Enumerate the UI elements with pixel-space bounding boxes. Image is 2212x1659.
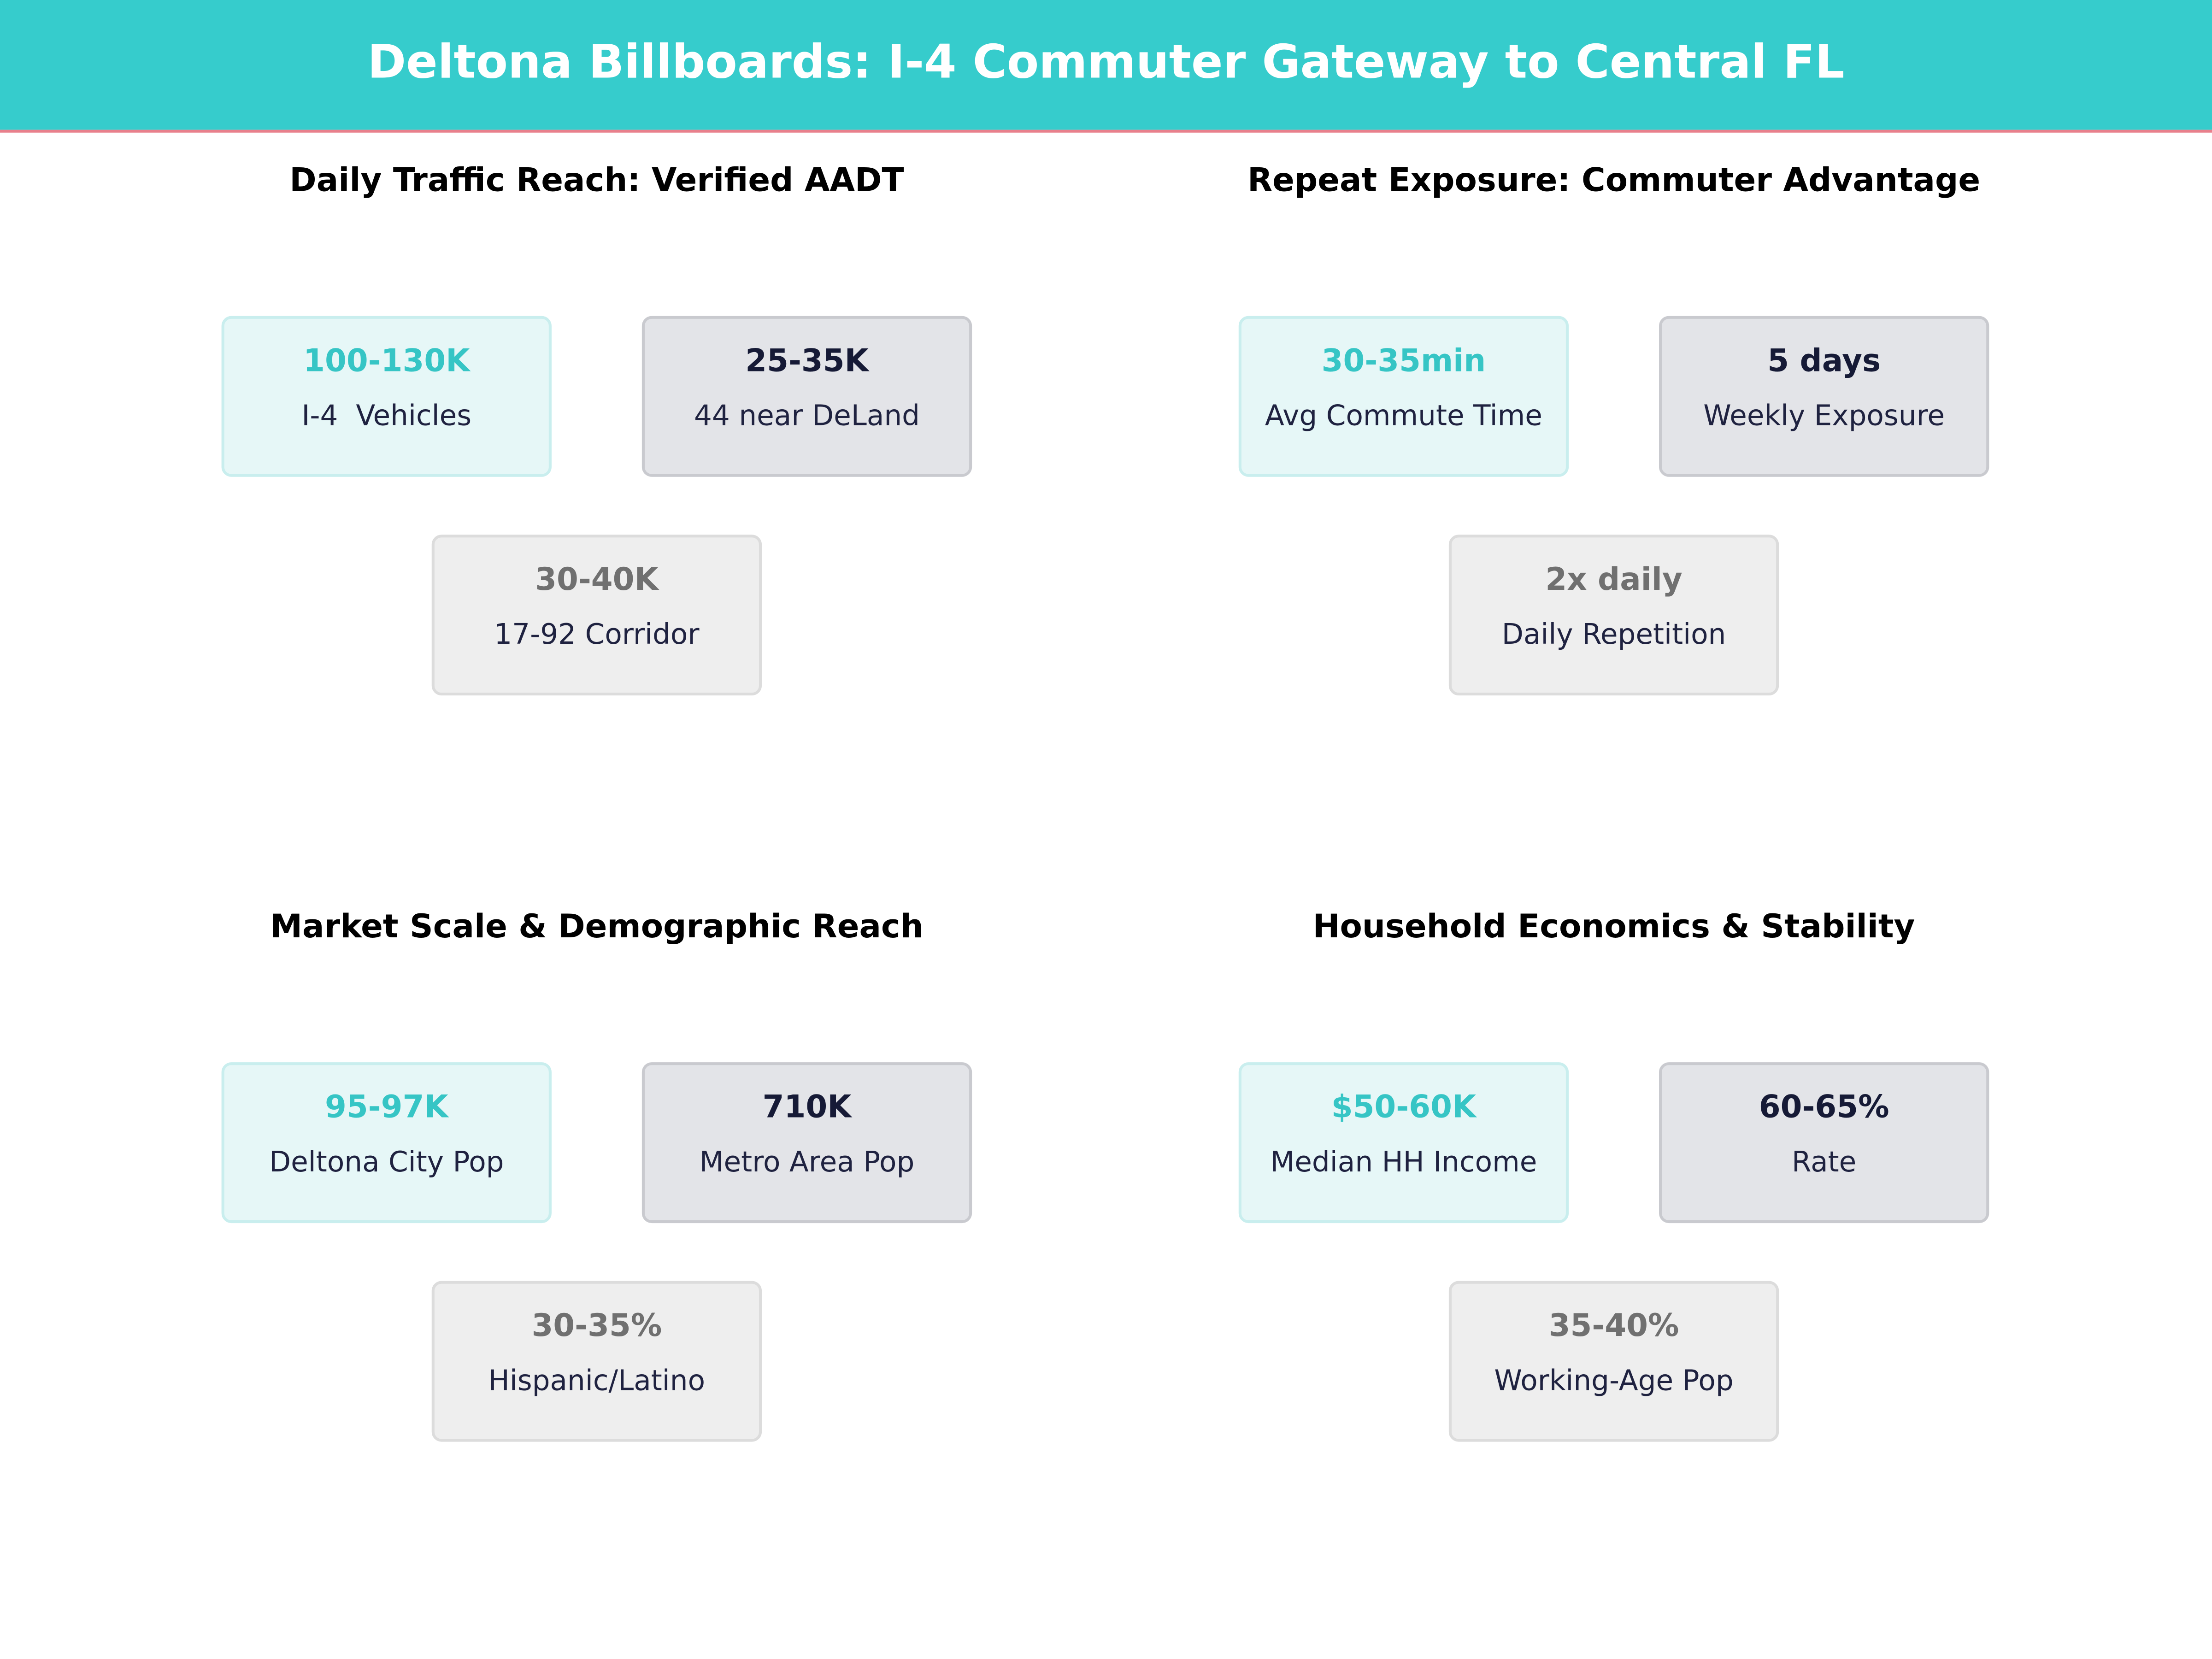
stat-card [641,316,972,477]
stat-card [1659,316,1989,477]
panel-title: Repeat Exposure: Commuter Advantage [1247,161,1980,199]
stat-value: 95-97K [325,1088,449,1125]
stat-card [431,1281,762,1442]
stat-label: Daily Repetition [1502,618,1726,651]
stat-card [221,1062,552,1224]
panel-title: Daily Traffic Reach: Verified AADT [289,161,904,199]
header-rule [0,129,2212,133]
stat-label: Avg Commute Time [1265,400,1542,432]
stat-label: I-4 Vehicles [301,400,471,432]
stat-value: 2x daily [1545,561,1682,597]
stat-card [1659,1062,1989,1224]
stat-value: 710K [763,1088,853,1125]
stat-label: Working-Age Pop [1494,1365,1733,1397]
stat-card [1238,316,1569,477]
stat-label: Weekly Exposure [1703,400,1945,432]
stat-value: 35-40% [1549,1307,1679,1343]
stat-value: 30-40K [535,561,659,597]
stat-value: 30-35% [531,1307,662,1343]
page-title: Deltona Billboards: I-4 Commuter Gateway… [367,35,1844,89]
stat-label: Hispanic/Latino [488,1365,705,1397]
stat-value: 25-35K [745,342,870,378]
stat-card [641,1062,972,1224]
stat-label: 44 near DeLand [694,400,920,432]
stat-value: $50-60K [1331,1088,1477,1125]
stat-label: 17-92 Corridor [494,618,700,651]
stat-value: 100-130K [303,342,471,378]
stat-value: 60-65% [1759,1088,1889,1125]
stat-value: 30-35min [1322,342,1486,378]
stat-label: Rate [1792,1146,1856,1178]
stat-card [1238,1062,1569,1224]
stat-card [1448,535,1779,696]
stat-label: Median HH Income [1270,1146,1537,1178]
panel-title: Household Economics & Stability [1313,907,1915,945]
stat-value: 5 days [1767,342,1881,378]
stat-card [1448,1281,1779,1442]
stat-label: Deltona City Pop [269,1146,504,1178]
stat-card [221,316,552,477]
header-bar [0,0,2212,130]
stat-card [431,535,762,696]
stat-label: Metro Area Pop [700,1146,915,1178]
panel-title: Market Scale & Demographic Reach [270,907,924,945]
